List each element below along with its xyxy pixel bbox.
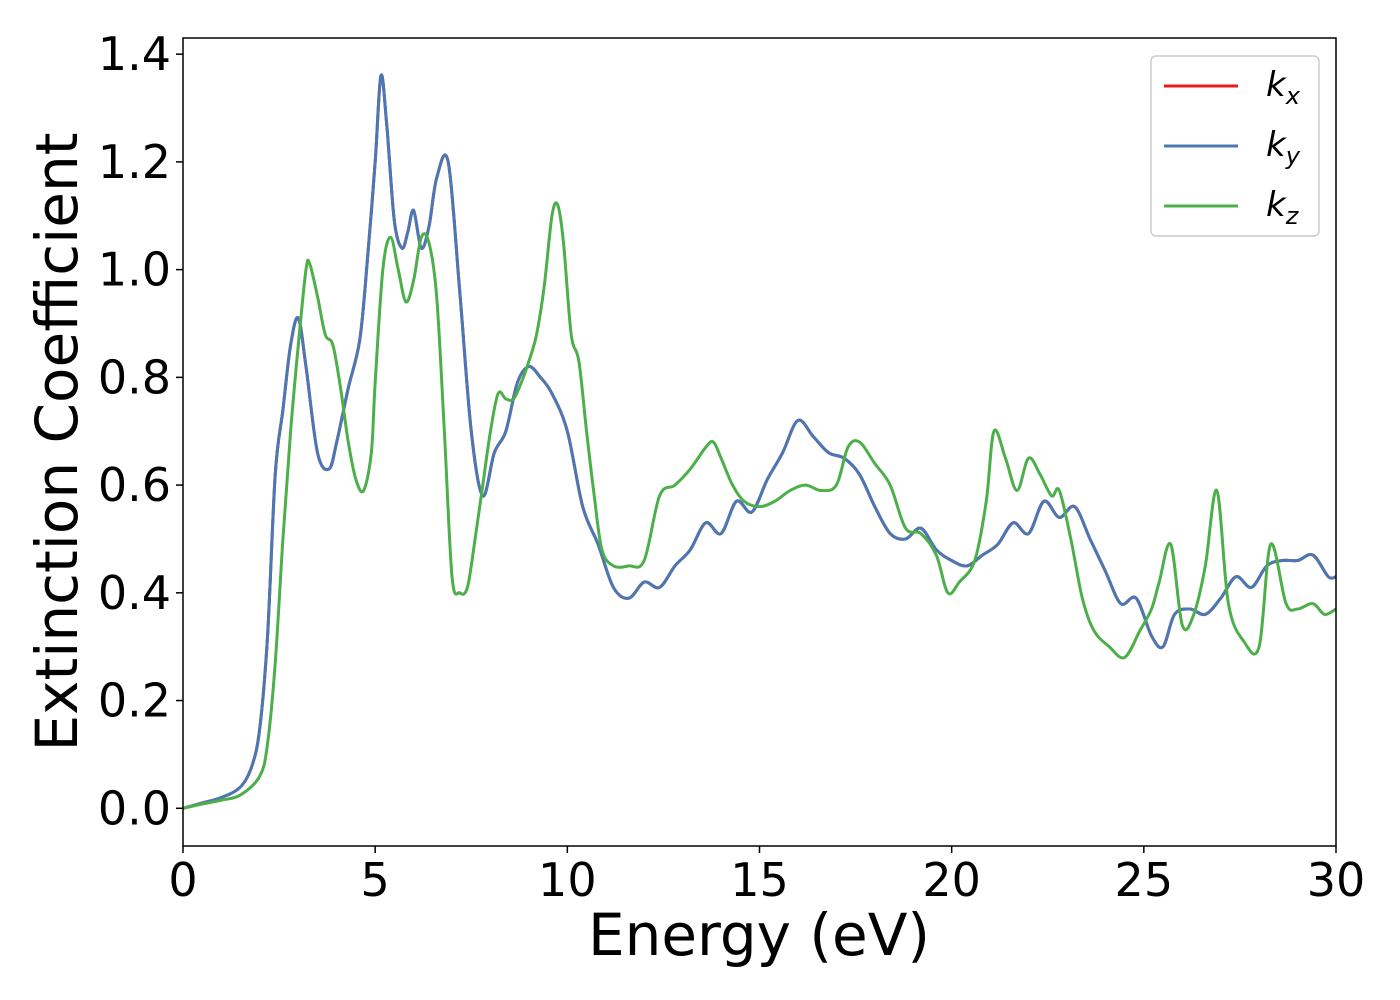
series-line-ky [182,73,1337,810]
x-tick-label: 20 [922,853,981,907]
y-axis: 0.0 0.2 0.4 0.6 0.8 1.0 1.2 1.4 [98,27,183,835]
legend-label-ky: ky [1266,125,1301,170]
x-axis-label: Energy (eV) [588,901,930,969]
x-tick-label: 25 [1115,853,1174,907]
series-line-kz [182,201,1337,810]
x-tick-label: 15 [730,853,789,907]
x-tick-label: 10 [538,853,597,907]
y-tick-label: 1.2 [98,135,171,189]
y-tick-label: 0.6 [98,458,171,512]
y-axis-label: Extinction Coefficient [23,133,91,752]
y-tick-label: 0.8 [98,350,171,404]
series-layer [182,73,1337,810]
x-tick-label: 0 [168,853,197,907]
x-axis: 0 5 10 15 20 25 30 [168,846,1365,907]
y-tick-label: 0.0 [98,781,171,835]
x-tick-label: 5 [361,853,390,907]
y-tick-label: 0.4 [98,566,171,620]
y-tick-label: 0.2 [98,674,171,728]
y-tick-label: 1.4 [98,27,171,81]
y-tick-label: 1.0 [98,243,171,297]
x-tick-label: 30 [1307,853,1366,907]
